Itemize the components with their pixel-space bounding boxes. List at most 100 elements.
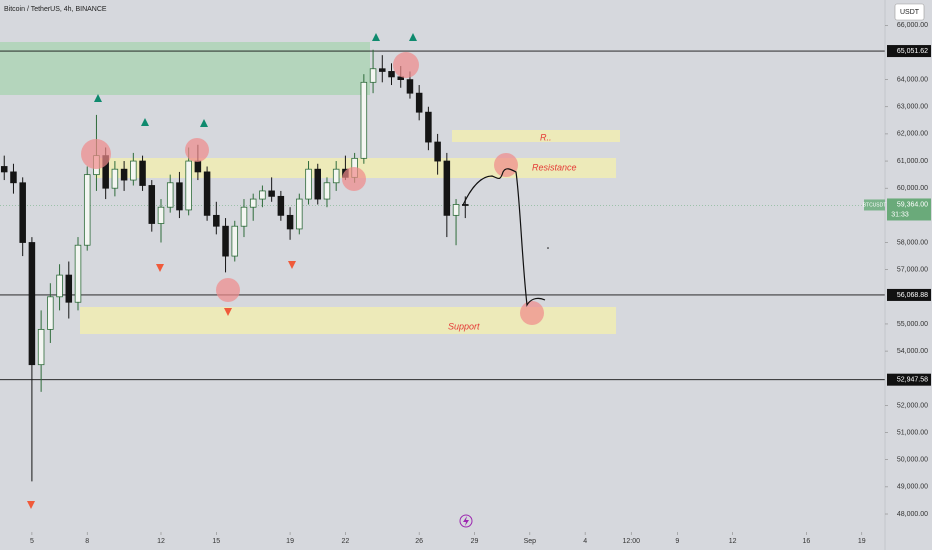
y-tick-label: 62,000.00: [897, 131, 928, 138]
candle-body: [452, 204, 460, 216]
candle-body: [130, 160, 137, 181]
down-triangle: [288, 261, 296, 269]
candle-body: [231, 225, 239, 257]
y-tick-label: 49,000.00: [897, 484, 928, 491]
symbol-label: BTCUSDT: [863, 202, 887, 208]
circle: [216, 278, 240, 302]
support-label: Support: [448, 321, 480, 331]
candle-body: [111, 168, 119, 189]
candle-body: [286, 214, 294, 230]
candle-body: [120, 168, 128, 181]
x-tick-label: Sep: [524, 538, 537, 545]
circle: [393, 52, 419, 78]
x-tick-label: 4: [583, 538, 587, 545]
x-tick-label: 9: [675, 538, 679, 545]
candle-body: [240, 206, 248, 227]
candle-body: [194, 160, 202, 173]
upper-label: R..: [540, 132, 552, 142]
price-axis: 48,000.00 49,000.00 50,000.00 51,000.00 52,0…: [30, 0, 931, 550]
circle: [185, 138, 209, 162]
up-markers: [94, 33, 417, 127]
candle-body: [369, 68, 377, 83]
level-label: 65,051.62: [897, 48, 928, 55]
candle-body: [415, 92, 423, 113]
last-price-label: 59,364.00: [897, 201, 928, 208]
currency-box[interactable]: [894, 3, 925, 21]
candle-body: [277, 195, 285, 216]
icon[interactable]: [459, 514, 473, 528]
y-tick-label: 61,000.00: [897, 158, 928, 165]
y-tick-label: 55,000.00: [897, 321, 928, 328]
candle-body: [249, 198, 257, 208]
candle-body: [65, 274, 73, 303]
countdown-label: 31:33: [891, 211, 909, 218]
y-tick-label: 48,000.00: [897, 511, 928, 518]
y-tick-label: 66,000.00: [897, 22, 928, 29]
candle-body: [148, 185, 156, 224]
y-tick-label: 51,000.00: [897, 429, 928, 436]
chart-title: Bitcoin / TetherUS, 4h, BINANCE: [4, 6, 107, 13]
candle-body: [203, 171, 211, 216]
y-tick-label: 54,000.00: [897, 348, 928, 355]
last-price-box: [887, 198, 931, 221]
y-tick-label: 63,000.00: [897, 104, 928, 111]
candle-body: [268, 190, 275, 197]
candle-body: [332, 168, 340, 184]
up-triangle: [200, 119, 208, 127]
down-triangle: [27, 501, 35, 509]
x-tick-label: 19: [286, 538, 294, 545]
candle-body: [296, 198, 303, 230]
upper-zone: [452, 130, 620, 142]
candle-body: [323, 182, 331, 200]
level-label-box: [887, 288, 931, 301]
circle: [520, 301, 544, 325]
up-triangle: [141, 118, 149, 126]
level-label-box: [887, 45, 931, 58]
down-markers: [27, 261, 296, 509]
candle-body: [10, 171, 17, 184]
candle-body: [0, 166, 8, 173]
resistance-label: Resistance: [532, 162, 577, 172]
x-tick-label: 12: [729, 538, 737, 545]
demand-zone: [0, 42, 370, 95]
candle-body: [139, 160, 146, 186]
down-triangle: [224, 308, 232, 316]
candle-body: [74, 244, 82, 303]
symbol-box: [864, 199, 885, 211]
candle-body: [434, 141, 441, 162]
candle-body: [157, 206, 165, 224]
x-tick-label: 8: [85, 538, 89, 545]
currency[interactable]: USDT: [900, 9, 920, 16]
y-tick-label: 52,000.00: [897, 402, 928, 409]
candle-body: [314, 168, 322, 200]
icon-bolt: [463, 516, 469, 526]
candle-body: [56, 274, 63, 298]
y-tick-label: 58,000.00: [897, 239, 928, 246]
candle-body: [185, 160, 192, 211]
x-tick-label: 5: [30, 538, 34, 545]
x-tick-label: 22: [342, 538, 350, 545]
highlight-circles: [81, 52, 544, 325]
projection-path: [462, 168, 546, 307]
circle: [494, 153, 518, 177]
candle-body: [462, 204, 469, 206]
x-tick-label: 12:00: [622, 538, 640, 545]
down-triangle: [156, 264, 164, 272]
candle-body: [213, 214, 220, 227]
candle-body: [47, 296, 54, 330]
candle-body: [388, 71, 395, 78]
y-tick-label: 60,000.00: [897, 185, 928, 192]
up-triangle: [94, 94, 102, 102]
candle-body: [37, 328, 45, 366]
candle-body: [379, 68, 386, 72]
y-tick-label: 57,000.00: [897, 267, 928, 274]
y-tick-label: 50,000.00: [897, 457, 928, 464]
candle-body: [28, 242, 36, 366]
level-label: 56,068.88: [897, 292, 928, 299]
x-tick-label: 19: [858, 538, 866, 545]
candle-body: [222, 225, 229, 257]
candle-body: [397, 76, 404, 81]
level-label: 52,947.58: [897, 377, 928, 384]
